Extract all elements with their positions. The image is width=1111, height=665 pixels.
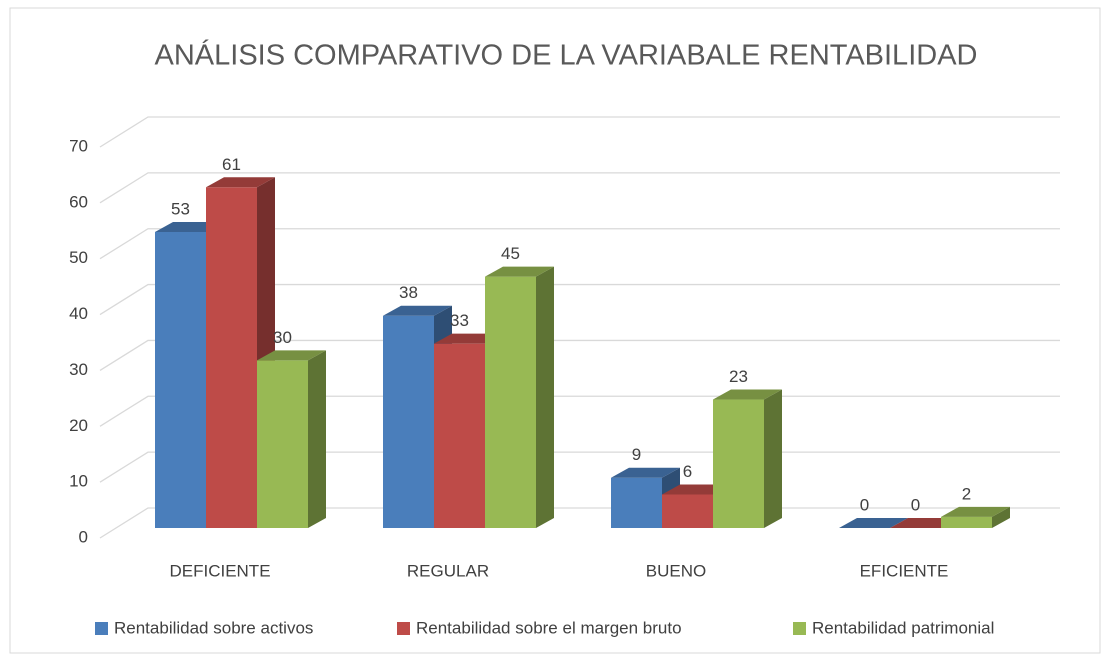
legend-label: Rentabilidad patrimonial [812, 618, 994, 637]
bar-front [611, 477, 662, 528]
data-label: 23 [729, 367, 748, 386]
chart-title: ANÁLISIS COMPARATIVO DE LA VARIABALE REN… [155, 39, 978, 72]
bar-side [308, 350, 326, 528]
bar-top [611, 467, 680, 478]
bar-top [485, 266, 554, 277]
bar-top [257, 350, 326, 361]
y-tick-label: 60 [69, 192, 88, 211]
data-label: 30 [273, 328, 292, 347]
y-tick-label: 50 [69, 248, 88, 267]
grid-line [99, 339, 1060, 371]
x-tick-label: REGULAR [407, 561, 489, 580]
bar-side [764, 389, 782, 528]
bar-top [839, 518, 908, 528]
bar-front [434, 343, 485, 528]
bar-front [941, 516, 992, 528]
grid-line [99, 172, 1060, 204]
bar [257, 350, 326, 528]
legend-swatch [95, 622, 108, 635]
bar-top [206, 177, 275, 188]
bar-side [536, 266, 554, 528]
bar-front [485, 276, 536, 528]
grid-line [99, 116, 1060, 148]
y-tick-label: 30 [69, 360, 88, 379]
y-tick-label: 20 [69, 416, 88, 435]
data-label: 61 [222, 155, 241, 174]
data-label: 0 [911, 495, 920, 514]
bar-front [383, 315, 434, 528]
bar-front [155, 231, 206, 528]
x-tick-label: BUENO [646, 561, 706, 580]
legend-swatch [397, 622, 410, 635]
bar-side [992, 506, 1010, 528]
legend-label: Rentabilidad sobre activos [114, 618, 313, 637]
bar-front [662, 494, 713, 528]
x-tick-label: EFICIENTE [860, 561, 949, 580]
data-label: 45 [501, 244, 520, 263]
y-tick-label: 0 [79, 527, 88, 546]
grid-line [99, 283, 1060, 316]
bar-top [941, 506, 1010, 517]
x-tick-label: DEFICIENTE [169, 561, 270, 580]
data-label: 38 [399, 283, 418, 302]
data-label: 2 [962, 484, 971, 503]
grid-line [99, 228, 1060, 260]
bar-front [713, 399, 764, 528]
bar [839, 518, 908, 528]
bar-front [206, 187, 257, 528]
bar [713, 389, 782, 528]
bar-top [713, 389, 782, 400]
y-tick-label: 70 [69, 136, 88, 155]
data-label: 0 [860, 495, 869, 514]
data-label: 53 [171, 199, 190, 218]
legend-label: Rentabilidad sobre el margen bruto [416, 618, 682, 637]
data-label: 33 [450, 311, 469, 330]
y-tick-label: 40 [69, 304, 88, 323]
data-label: 6 [683, 462, 692, 481]
legend-swatch [793, 622, 806, 635]
bar [941, 506, 1010, 528]
bar [485, 266, 554, 528]
data-label: 9 [632, 445, 641, 464]
bar-top [383, 305, 452, 316]
y-tick-label: 10 [69, 472, 88, 491]
bar-front [257, 360, 308, 528]
